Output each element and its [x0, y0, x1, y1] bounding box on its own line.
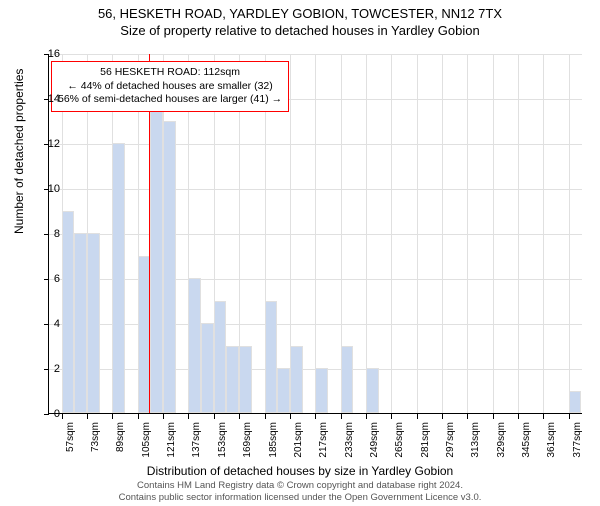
x-tick-label: 137sqm [191, 422, 202, 458]
gridline-v [493, 54, 494, 413]
x-tick-label: 153sqm [217, 422, 228, 458]
x-axis-label: Distribution of detached houses by size … [0, 464, 600, 478]
chart-subtitle: Size of property relative to detached ho… [0, 23, 600, 38]
gridline-v [417, 54, 418, 413]
y-tick-label: 14 [48, 93, 60, 105]
gridline-v [442, 54, 443, 413]
gridline-v [543, 54, 544, 413]
histogram-bar [366, 368, 379, 413]
histogram-bar [163, 121, 176, 414]
histogram-bar [112, 143, 125, 413]
histogram-bar [569, 391, 582, 414]
histogram-bar [87, 233, 100, 413]
x-tick-label: 121sqm [166, 422, 177, 458]
histogram-bar [74, 233, 87, 413]
y-tick-label: 8 [54, 228, 60, 240]
gridline-v [467, 54, 468, 413]
x-tick-label: 249sqm [369, 422, 380, 458]
y-tick-label: 2 [54, 363, 60, 375]
histogram-bar [201, 323, 214, 413]
y-tick-label: 10 [48, 183, 60, 195]
x-tick-label: 73sqm [90, 422, 101, 452]
y-tick-label: 4 [54, 318, 60, 330]
x-tick-label: 265sqm [394, 422, 405, 458]
gridline-v [391, 54, 392, 413]
annotation-line: 56% of semi-detached houses are larger (… [58, 93, 282, 107]
histogram-plot: 56 HESKETH ROAD: 112sqm← 44% of detached… [48, 54, 582, 414]
x-tick-label: 345sqm [521, 422, 532, 458]
histogram-bar [239, 346, 252, 414]
y-axis-label: Number of detached properties [12, 69, 26, 234]
gridline-v [569, 54, 570, 413]
annotation-line: 56 HESKETH ROAD: 112sqm [58, 66, 282, 80]
histogram-bar [277, 368, 290, 413]
histogram-bar [214, 301, 227, 414]
x-tick-label: 361sqm [546, 422, 557, 458]
x-tick-label: 201sqm [293, 422, 304, 458]
x-tick-label: 233sqm [344, 422, 355, 458]
histogram-bar [341, 346, 354, 414]
x-tick-label: 57sqm [65, 422, 76, 452]
annotation-line: ← 44% of detached houses are smaller (32… [58, 80, 282, 94]
histogram-bar [62, 211, 75, 414]
gridline-v [518, 54, 519, 413]
x-tick-label: 297sqm [445, 422, 456, 458]
x-tick-label: 217sqm [318, 422, 329, 458]
histogram-bar [265, 301, 278, 414]
footer-line-2: Contains public sector information licen… [0, 492, 600, 504]
histogram-bar [315, 368, 328, 413]
x-tick-label: 169sqm [242, 422, 253, 458]
histogram-bar [188, 278, 201, 413]
gridline-v [366, 54, 367, 413]
x-tick-label: 105sqm [141, 422, 152, 458]
y-tick-label: 12 [48, 138, 60, 150]
histogram-bar [226, 346, 239, 414]
x-tick-label: 89sqm [115, 422, 126, 452]
y-tick-label: 6 [54, 273, 60, 285]
histogram-bar [150, 98, 163, 413]
x-tick-label: 185sqm [268, 422, 279, 458]
attribution-footer: Contains HM Land Registry data © Crown c… [0, 480, 600, 504]
chart-title: 56, HESKETH ROAD, YARDLEY GOBION, TOWCES… [0, 6, 600, 21]
annotation-box: 56 HESKETH ROAD: 112sqm← 44% of detached… [51, 61, 289, 112]
x-tick-label: 313sqm [470, 422, 481, 458]
x-tick-label: 377sqm [572, 422, 583, 458]
footer-line-1: Contains HM Land Registry data © Crown c… [0, 480, 600, 492]
x-tick-label: 329sqm [496, 422, 507, 458]
histogram-bar [290, 346, 303, 414]
y-tick-label: 0 [54, 408, 60, 420]
gridline-v [315, 54, 316, 413]
y-tick-label: 16 [48, 48, 60, 60]
x-tick-label: 281sqm [420, 422, 431, 458]
